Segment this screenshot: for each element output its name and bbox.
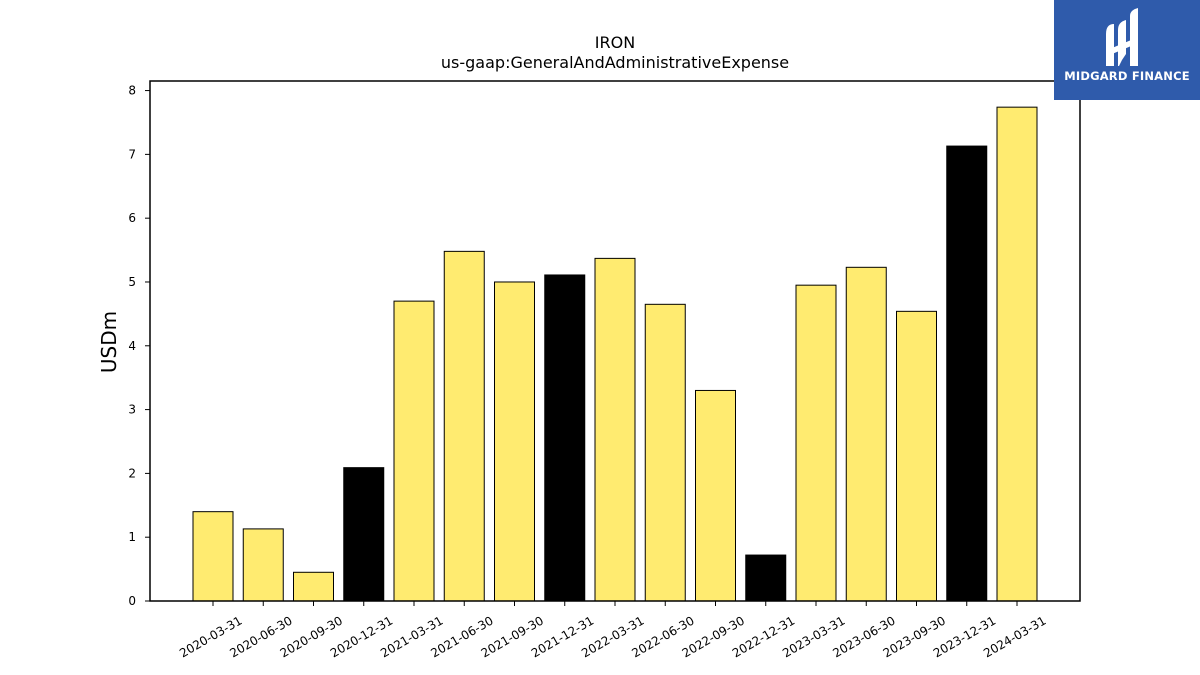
y-tick-label: 1 [128,530,136,544]
bar-2024-03-31 [996,106,1038,602]
bar-2023-12-31 [946,145,988,602]
y-axis-label: USDm [97,311,121,373]
bar-2023-09-30 [896,310,937,602]
bar-2021-12-31 [544,274,586,602]
logo-text: MIDGARD FINANCE [1064,69,1190,83]
brand-logo: MIDGARD FINANCE [1054,0,1200,100]
bar-2021-06-30 [443,250,485,602]
bar-2020-03-31 [192,511,234,602]
bar-2022-09-30 [695,389,736,602]
bar-2021-03-31 [393,300,435,602]
y-tick-label: 3 [128,403,136,417]
bar-2022-12-31 [745,554,787,602]
y-ticks-group: 0 1 2 3 4 5 6 7 8 [128,84,150,608]
bar-2020-12-31 [343,467,385,602]
y-tick-label: 6 [128,211,136,225]
bar-2022-03-31 [594,257,636,602]
y-tick-label: 0 [128,594,136,608]
y-tick-label: 8 [128,84,136,98]
y-tick-label: 5 [128,275,136,289]
bar-2023-03-31 [795,284,837,602]
plot-frame [149,80,1081,602]
bar-2021-09-30 [494,281,535,602]
bar-2022-06-30 [644,303,686,602]
y-tick-label: 7 [128,147,136,161]
x-ticks-group: 2020-03-312020-06-302020-09-302020-12-31… [177,601,1049,660]
y-tick-label: 4 [128,339,136,353]
midgard-logo-icon [1106,8,1138,66]
chart-subtitle: us-gaap:GeneralAndAdministrativeExpense [441,53,789,72]
y-tick-label: 2 [128,466,136,480]
bars-group [192,106,1038,602]
chart-title: IRON [595,33,635,52]
bar-2020-06-30 [242,528,284,602]
bar-2020-09-30 [293,571,334,602]
bar-2023-06-30 [845,266,887,602]
